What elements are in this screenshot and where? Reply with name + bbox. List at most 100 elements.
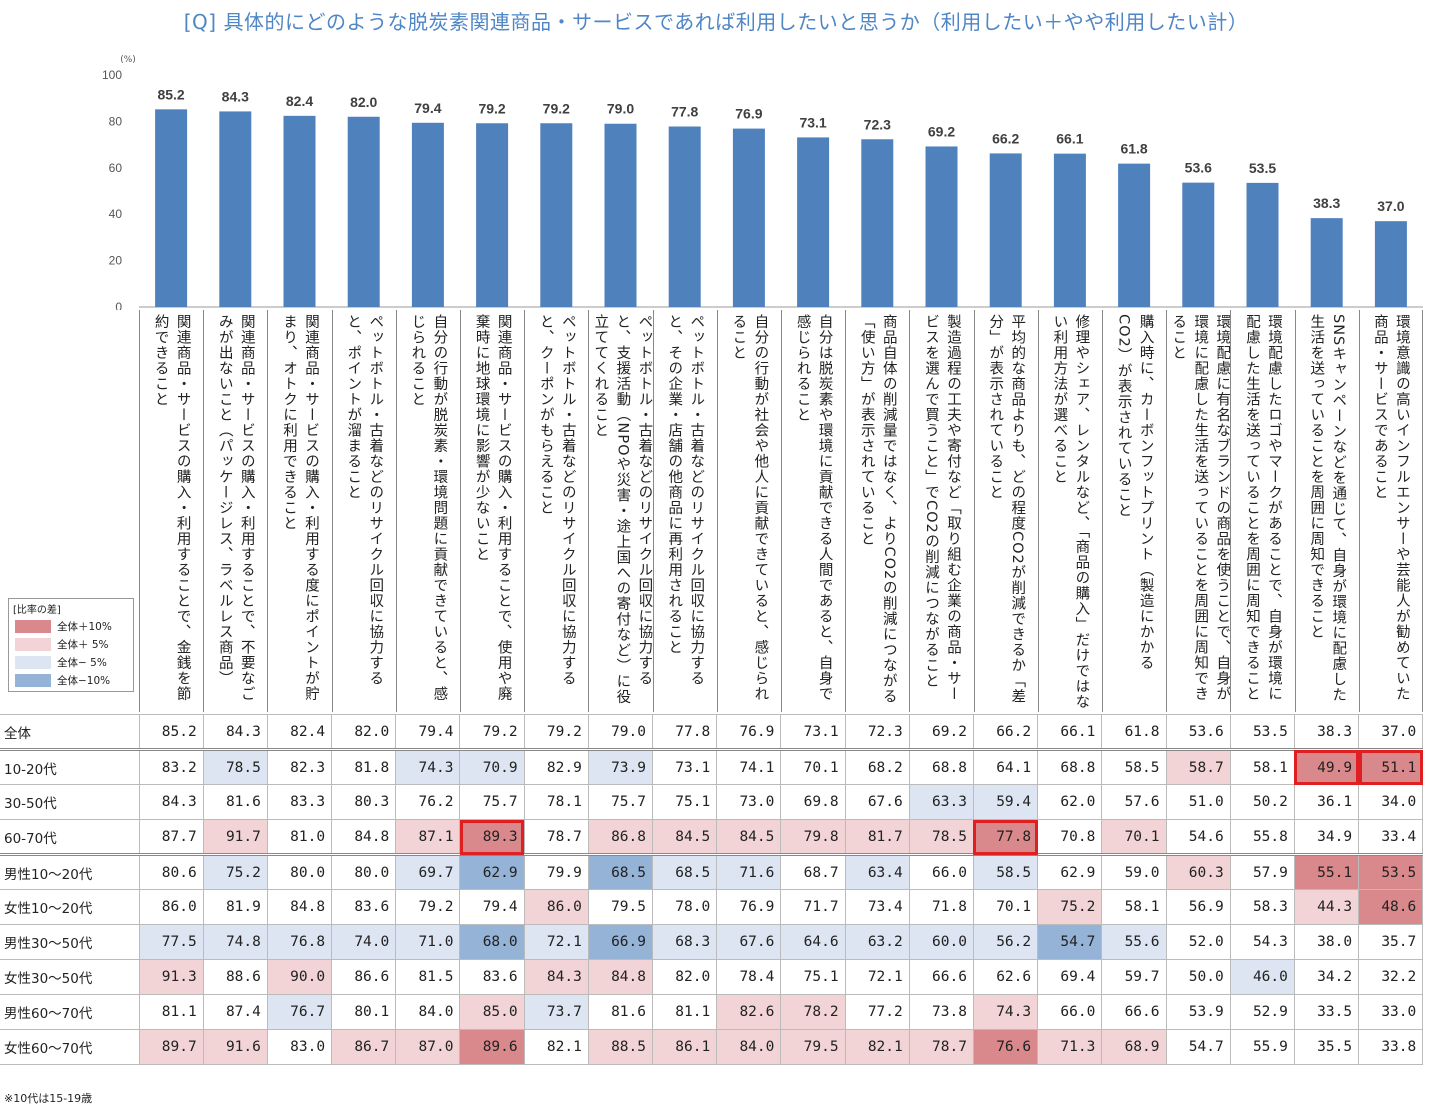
table-cell: 55.9 (1229, 1029, 1295, 1065)
table-row: 30-50代 84.3 81.6 83.3 80.3 76.2 75.7 78.1 75.7 75… (0, 784, 1424, 820)
table-cell: 64.1 (972, 749, 1039, 785)
table-cell: 82.0 (331, 714, 397, 751)
category-label-cell: 製造過程の工夫や寄付など「取り組む企業の商品・サービスを選んで買うこと」でCO2… (909, 310, 973, 712)
table-cell: 66.9 (587, 924, 654, 960)
legend-swatch (15, 620, 51, 633)
table-cell: 70.1 (972, 889, 1039, 925)
category-label: SNSキャンペーンなどを通じて、自身が環境に配慮した生活を送っていることを周囲に… (1308, 314, 1347, 703)
category-label-cell: 平均的な商品よりも、どの程度CO2が削減できるか「差分」が表示されていること (973, 310, 1038, 712)
table-cell: 63.4 (844, 854, 910, 890)
table-cell: 80.6 (138, 854, 204, 890)
table-cell: 76.7 (266, 994, 333, 1030)
table-cell: 72.3 (844, 714, 910, 751)
table-cell: 84.5 (651, 819, 718, 856)
table-cell: 51.0 (1165, 784, 1231, 820)
y-tick-label: 0 (115, 300, 122, 310)
data-table: 全体 85.2 84.3 82.4 82.0 79.4 79.2 79.2 79.0 77.8 76… (0, 714, 1424, 1065)
table-cell: 33.0 (1358, 994, 1424, 1030)
table-cell: 54.7 (1037, 924, 1103, 960)
table-cell: 76.8 (266, 924, 333, 960)
bar (1246, 182, 1279, 307)
table-cell: 66.0 (1037, 994, 1103, 1030)
table-cell: 78.0 (651, 889, 718, 925)
row-label: 10-20代 (0, 749, 140, 785)
table-cell: 63.2 (844, 924, 910, 960)
bar (1310, 218, 1343, 307)
table-cell: 73.8 (908, 994, 974, 1030)
table-cell: 70.1 (780, 749, 846, 785)
table-cell: 71.0 (395, 924, 461, 960)
category-label-cell: ペットボトル・古着などのリサイクル回収に協力すると、支援活動（NPOや災害・途上… (588, 310, 652, 712)
table-cell: 84.8 (331, 819, 397, 856)
y-unit-label: (%) (120, 55, 136, 65)
table-cell: 82.0 (651, 959, 718, 995)
legend-title: [比率の差] (13, 605, 61, 616)
y-tick-label: 40 (109, 207, 123, 221)
category-label: 購入時に、カーボンフットプリント（製造にかかるCO2）が表示されていること (1115, 314, 1154, 671)
table-cell: 74.3 (395, 749, 461, 785)
table-cell: 68.7 (780, 854, 846, 890)
bar-value-label: 82.0 (350, 94, 377, 110)
table-cell: 75.7 (587, 784, 654, 820)
legend-item: 全体− 5% (15, 655, 107, 670)
category-label-cell: ペットボトル・古着などのリサイクル回収に協力すると、クーポンがもらえること (524, 310, 588, 712)
table-cell: 33.5 (1293, 994, 1360, 1030)
table-cell: 78.7 (523, 819, 589, 856)
table-cell: 87.7 (138, 819, 204, 856)
table-cell: 78.7 (908, 1029, 974, 1065)
category-label: 関連商品・サービスの購入・利用することで、金銭を節約できること (152, 314, 191, 702)
table-cell: 73.7 (523, 994, 589, 1030)
table-cell: 54.6 (1165, 819, 1231, 856)
category-label: ペットボトル・古着などのリサイクル回収に協力すると、クーポンがもらえること (537, 314, 576, 686)
bar-value-label: 73.1 (799, 114, 826, 130)
bar (155, 109, 188, 307)
category-label-cell: 自分の行動が脱炭素・環境問題に貢献できていると、感じられること (395, 310, 460, 712)
row-label: 男性60～70代 (0, 994, 140, 1030)
table-cell: 72.1 (523, 924, 589, 960)
table-cell: 84.8 (266, 889, 333, 925)
table-cell: 60.0 (908, 924, 974, 960)
table-cell: 87.4 (202, 994, 268, 1030)
table-cell: 55.1 (1293, 854, 1360, 890)
table-cell: 74.3 (972, 994, 1039, 1030)
row-label: 女性30～50代 (0, 959, 140, 995)
table-row: 女性10～20代 86.0 81.9 84.8 83.6 79.2 79.4 86.0 79.5… (0, 889, 1424, 925)
table-cell: 53.9 (1165, 994, 1231, 1030)
bar (411, 122, 444, 308)
table-cell: 35.7 (1358, 924, 1424, 960)
table-cell: 71.7 (780, 889, 846, 925)
table-cell: 49.9 (1293, 749, 1360, 785)
table-cell: 69.2 (908, 714, 974, 751)
table-cell: 34.9 (1293, 819, 1360, 856)
table-cell: 73.0 (716, 784, 782, 820)
row-label: 全体 (0, 714, 140, 751)
table-cell: 36.1 (1293, 784, 1360, 820)
table-cell: 82.1 (844, 1029, 910, 1065)
table-cell: 87.0 (395, 1029, 461, 1065)
legend-swatch (15, 656, 51, 669)
bar-value-label: 79.0 (607, 101, 634, 117)
bar (861, 139, 894, 307)
table-cell: 34.2 (1293, 959, 1360, 995)
table-cell: 58.1 (1229, 749, 1295, 785)
table-cell: 80.0 (266, 854, 333, 890)
category-label-cell: 自分の行動が社会や他人に貢献できていると、感じられること (716, 310, 781, 712)
table-cell: 84.5 (716, 819, 782, 856)
table-cell: 75.2 (1037, 889, 1103, 925)
table-cell: 88.6 (202, 959, 268, 995)
row-label: 30-50代 (0, 784, 140, 820)
table-cell: 81.7 (844, 819, 910, 856)
row-label: 60-70代 (0, 819, 140, 856)
table-cell: 75.1 (780, 959, 846, 995)
table-cell: 38.0 (1293, 924, 1360, 960)
table-cell: 79.5 (587, 889, 654, 925)
bar (476, 123, 509, 307)
table-cell: 58.5 (1101, 749, 1167, 785)
bar (283, 115, 316, 307)
table-cell: 82.3 (266, 749, 333, 785)
category-label: 環境配慮したロゴやマークがあることで、自身が環境に配慮した生活を送っていることを… (1243, 314, 1282, 702)
table-cell: 75.1 (651, 784, 718, 820)
table-cell: 63.3 (908, 784, 974, 820)
table-cell: 33.4 (1358, 819, 1424, 856)
table-cell: 78.2 (780, 994, 846, 1030)
